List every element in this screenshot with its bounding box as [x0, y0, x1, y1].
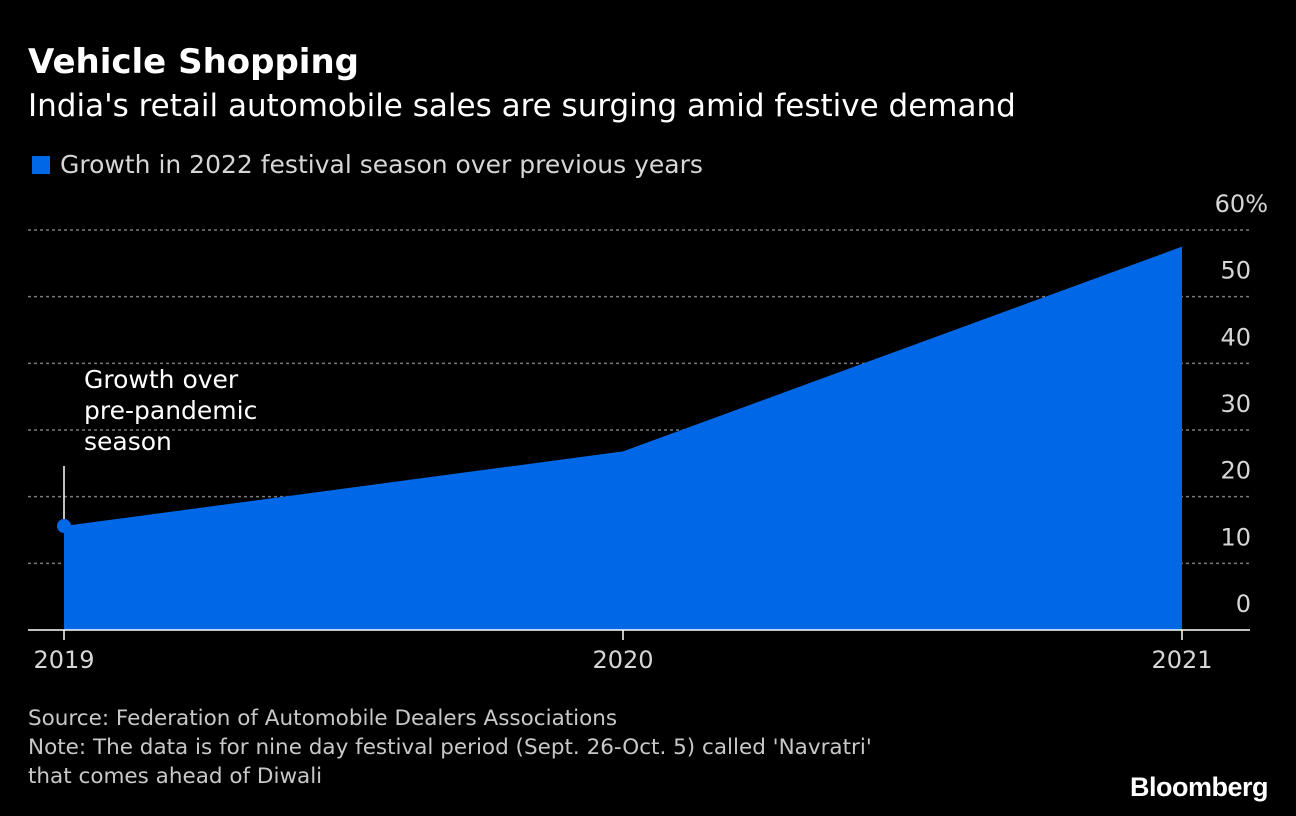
legend-swatch — [32, 155, 50, 174]
y-tick-label-20: 20 — [1220, 457, 1251, 485]
area-series — [64, 246, 1182, 630]
annotation-text-line-2: pre-pandemic — [84, 396, 257, 425]
bloomberg-logo: Bloomberg — [1129, 772, 1269, 802]
source-note: Source: Federation of Automobile Dealers… — [28, 706, 618, 731]
note-line-1: Note: The data is for nine day festival … — [28, 735, 872, 760]
annotation-text-line-3: season — [84, 427, 172, 456]
footer: Source: Federation of Automobile Dealers… — [28, 704, 872, 791]
legend-label: Growth in 2022 festival season over prev… — [60, 150, 703, 179]
data-point-2019 — [57, 519, 71, 533]
x-tick-label-2019: 2019 — [33, 646, 94, 674]
chart-title: Vehicle Shopping — [28, 42, 360, 82]
annotation-text-line-1: Growth over — [84, 365, 239, 394]
x-tick-label-2021: 2021 — [1151, 646, 1212, 674]
note-line-2: that comes ahead of Diwali — [28, 764, 323, 789]
y-tick-label-50: 50 — [1220, 257, 1251, 285]
chart-subtitle: India's retail automobile sales are surg… — [28, 88, 1016, 124]
y-tick-label-30: 30 — [1220, 390, 1251, 418]
y-tick-label-40: 40 — [1220, 323, 1251, 351]
y-tick-label-0: 0 — [1236, 590, 1251, 618]
legend: Growth in 2022 festival season over prev… — [32, 150, 703, 179]
y-tick-label-60: 60% — [1215, 190, 1268, 218]
x-tick-label-2020: 2020 — [592, 646, 653, 674]
y-tick-label-10: 10 — [1220, 523, 1251, 551]
